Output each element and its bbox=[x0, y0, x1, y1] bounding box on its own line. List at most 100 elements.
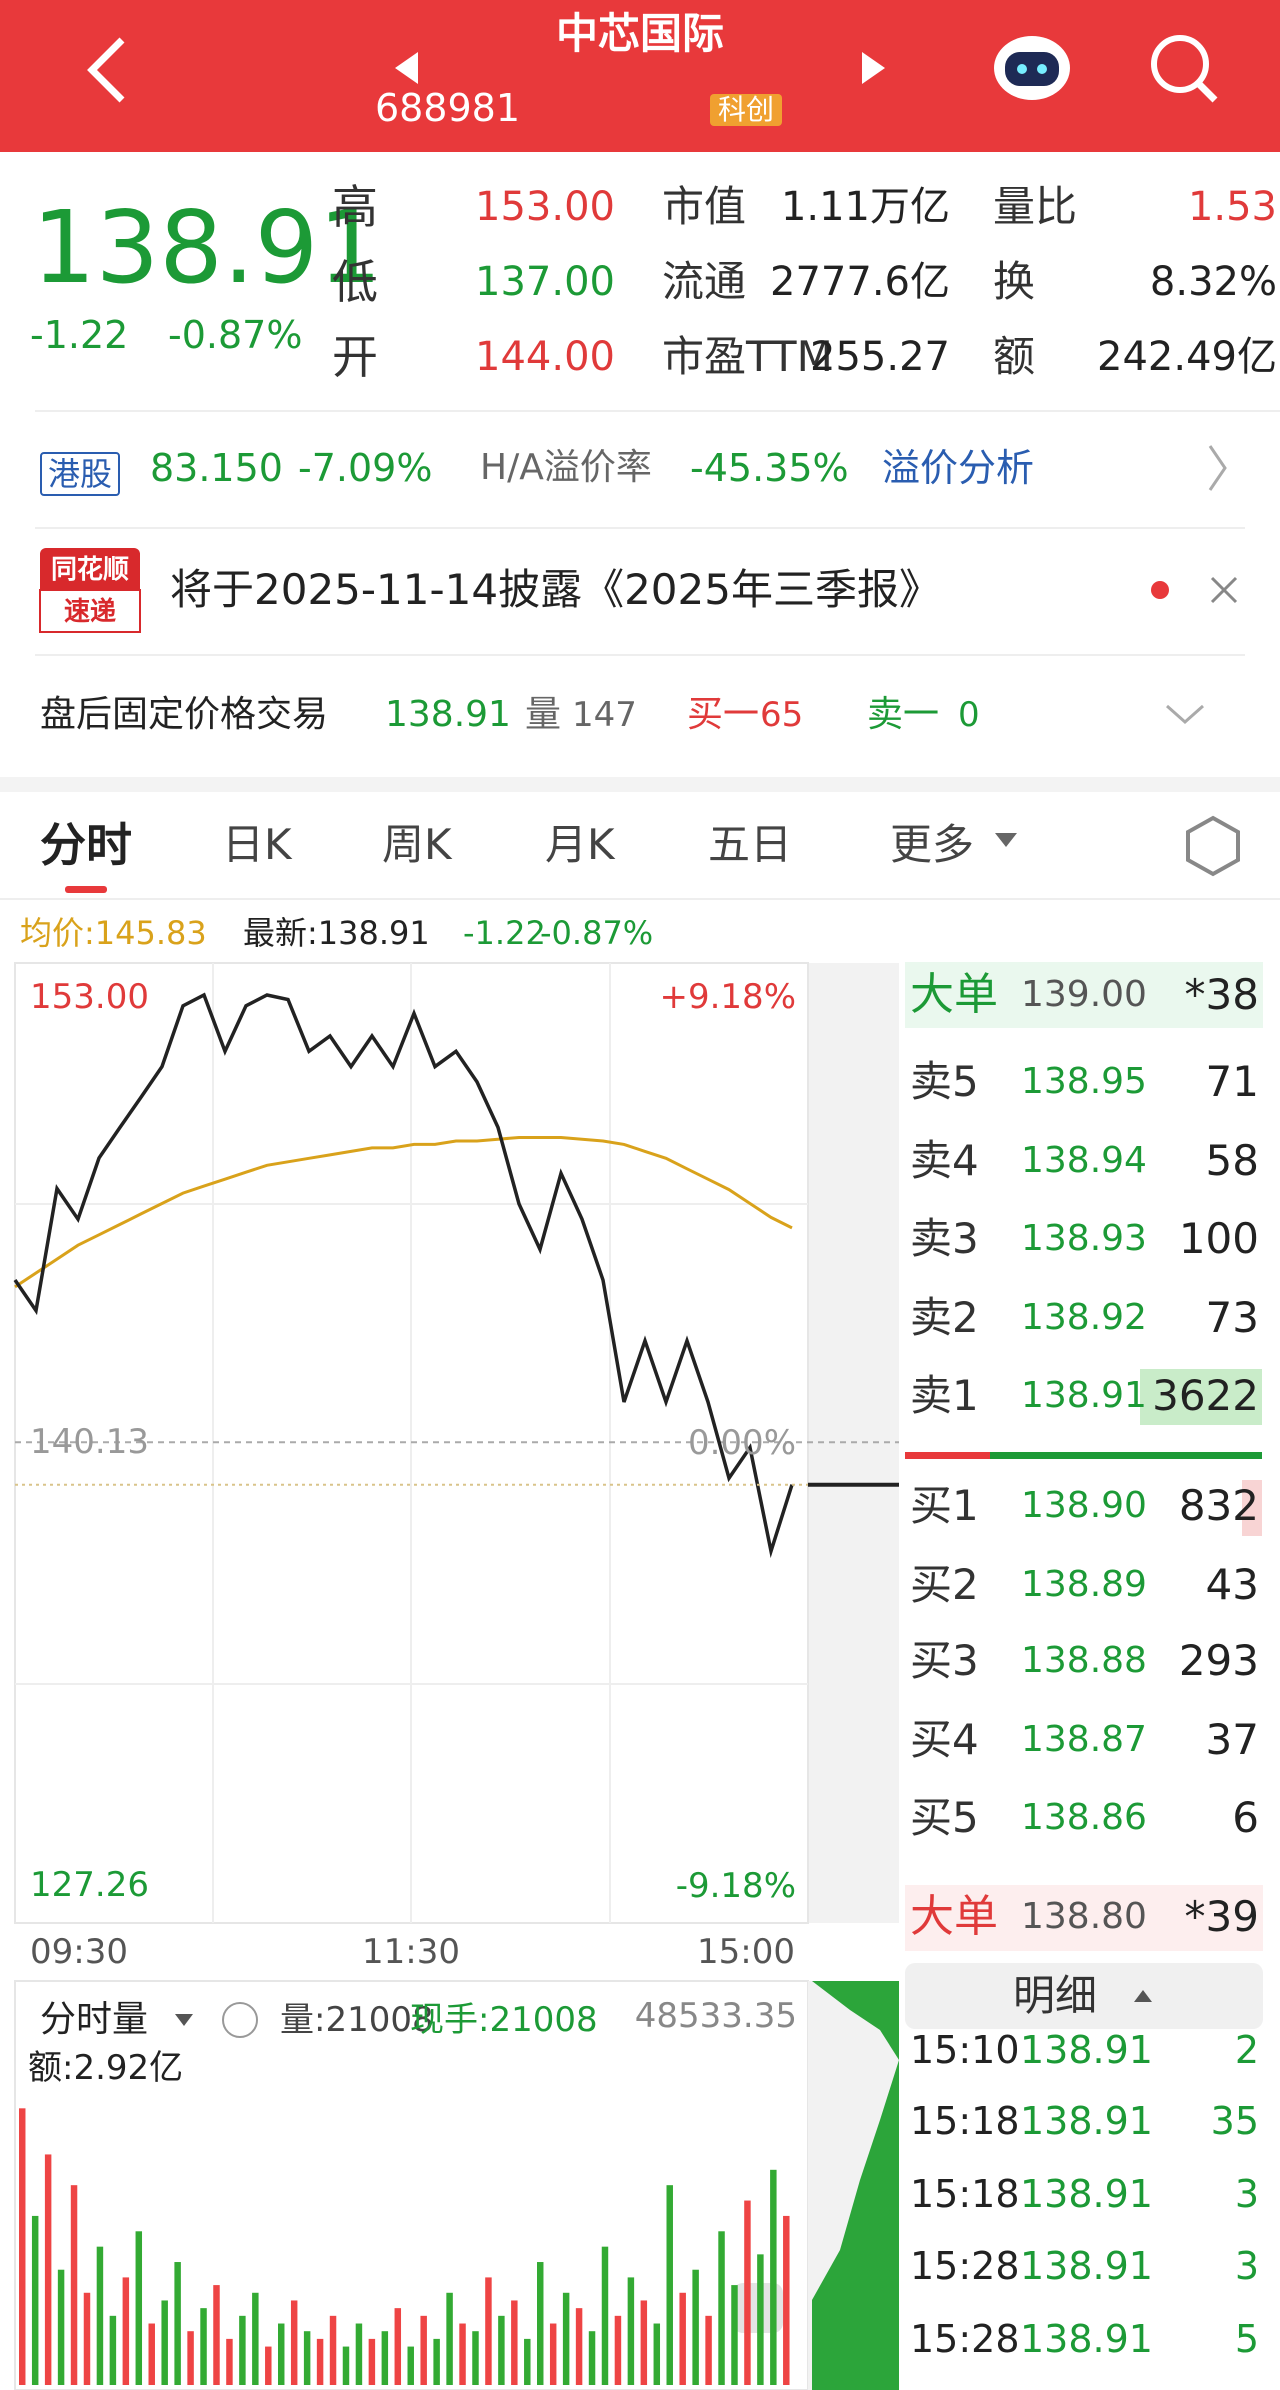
volume-bar bbox=[783, 2215, 790, 2385]
volume-bar bbox=[459, 2323, 466, 2385]
volume-bar bbox=[420, 2315, 427, 2385]
large-buy-bg bbox=[905, 1885, 1263, 1951]
volume-bar bbox=[381, 2331, 389, 2385]
field-label: 开 bbox=[332, 330, 378, 384]
prev-stock[interactable] bbox=[395, 52, 418, 84]
y-tick-label: 153.00 bbox=[30, 976, 149, 1017]
volume-bar bbox=[731, 2285, 738, 2385]
tab[interactable]: 周K bbox=[382, 820, 452, 869]
expand[interactable] bbox=[1166, 704, 1204, 725]
book-label: 买1 bbox=[910, 1481, 979, 1530]
book-label: 卖4 bbox=[910, 1136, 979, 1185]
book-qty: 832 bbox=[1178, 1481, 1259, 1530]
chevron[interactable] bbox=[1208, 445, 1227, 491]
tab[interactable]: 月K bbox=[545, 820, 615, 869]
trade-qty: 5 bbox=[1234, 2317, 1259, 2361]
tab[interactable]: 更多 bbox=[890, 820, 975, 869]
volume-amount: 额:2.92亿 bbox=[28, 2048, 184, 2088]
book-qty: 293 bbox=[1178, 1636, 1259, 1685]
close-notice[interactable] bbox=[1210, 576, 1238, 604]
badge-top: 同花顺 bbox=[50, 555, 130, 585]
volume-title[interactable]: 分时量 bbox=[40, 1999, 149, 2040]
volume-bar bbox=[601, 2246, 609, 2385]
board-tag: 科创 bbox=[710, 94, 783, 126]
field-value: 2777.6亿 bbox=[770, 259, 950, 305]
book-qty: 71 bbox=[1205, 1057, 1259, 1106]
ask: 0 bbox=[958, 695, 980, 735]
book-price: 138.86 bbox=[1021, 1797, 1147, 1838]
y-tick-label: 127.26 bbox=[30, 1864, 149, 1905]
volume-bar bbox=[31, 2215, 39, 2385]
volume-bar bbox=[537, 2262, 544, 2385]
field-value: 255.27 bbox=[810, 334, 950, 380]
volume-bar bbox=[705, 2315, 712, 2385]
volume-bar bbox=[174, 2262, 181, 2385]
volume-bar bbox=[614, 2315, 622, 2385]
trade-price: 138.91 bbox=[1020, 2172, 1153, 2216]
more-arrow[interactable] bbox=[995, 833, 1017, 847]
volume-bar bbox=[96, 2246, 104, 2385]
book-price: 138.93 bbox=[1021, 1218, 1147, 1259]
trade-time: 15:18 bbox=[910, 2099, 1020, 2143]
volume-bar bbox=[640, 2300, 648, 2385]
last-price: 138.91 bbox=[32, 189, 382, 306]
y2-tick-label: +9.18% bbox=[659, 976, 797, 1017]
tab[interactable]: 五日 bbox=[708, 820, 793, 869]
trade-qty: 2 bbox=[1234, 2028, 1259, 2072]
book-qty: 100 bbox=[1178, 1214, 1259, 1263]
tab[interactable]: 日K bbox=[222, 820, 292, 869]
detail-arrow[interactable] bbox=[1134, 1990, 1152, 2002]
trade-price: 138.91 bbox=[1020, 2317, 1153, 2361]
volume-bar bbox=[200, 2308, 207, 2385]
volume-bar bbox=[653, 2323, 661, 2385]
robot-icon[interactable] bbox=[994, 36, 1070, 100]
book-qty: 37 bbox=[1205, 1715, 1259, 1764]
trade-price: 138.91 bbox=[1020, 2028, 1153, 2072]
volume-bar bbox=[278, 2323, 285, 2385]
detail-tab-bg[interactable] bbox=[905, 1963, 1263, 2029]
book-price: 138.90 bbox=[1021, 1485, 1147, 1526]
change: -1.22 bbox=[30, 313, 129, 357]
book-label: 买5 bbox=[910, 1793, 979, 1842]
premium-link[interactable]: 溢价分析 bbox=[882, 446, 1035, 490]
trade-time: 15:28 bbox=[910, 2244, 1020, 2288]
detail-tab[interactable]: 明细 bbox=[1012, 1971, 1098, 2020]
help-icon[interactable] bbox=[222, 2002, 258, 2038]
book-label: 买4 bbox=[910, 1715, 979, 1764]
large-sell-bg bbox=[905, 962, 1263, 1028]
volume-bar bbox=[718, 2231, 725, 2385]
next-stock[interactable] bbox=[862, 52, 885, 84]
field-label: 市盈TTM bbox=[662, 332, 833, 381]
volume-bar bbox=[213, 2285, 220, 2385]
volume-bar bbox=[83, 2292, 91, 2385]
search-icon[interactable] bbox=[1151, 35, 1218, 103]
volume-bar bbox=[394, 2308, 402, 2385]
bid: 65 bbox=[760, 695, 804, 735]
hk-tag: 港股 bbox=[40, 452, 121, 496]
ask1-highlight bbox=[1140, 1369, 1262, 1425]
after-hours-label: 盘后固定价格交易 bbox=[40, 694, 329, 735]
volume-menu-arrow[interactable] bbox=[175, 2014, 193, 2026]
book-label: 买3 bbox=[910, 1636, 979, 1685]
large-order-area bbox=[812, 1981, 899, 2390]
x-tick-label: 15:00 bbox=[697, 1932, 795, 1972]
volume-bar bbox=[226, 2338, 233, 2385]
trade-time: 15:28 bbox=[910, 2317, 1020, 2361]
book-price: 138.87 bbox=[1021, 1719, 1147, 1760]
volume-bar bbox=[744, 2200, 751, 2385]
volume-frame bbox=[14, 1980, 809, 2390]
settings-icon[interactable] bbox=[1186, 815, 1240, 877]
avg-label: 均价:145.83 bbox=[20, 914, 207, 952]
volume-label: 量 bbox=[525, 694, 562, 735]
book-label: 买2 bbox=[910, 1560, 979, 1609]
field-label: 换 bbox=[993, 257, 1036, 306]
tab[interactable]: 分时 bbox=[40, 818, 132, 872]
back-button[interactable] bbox=[87, 37, 125, 103]
volume-bar bbox=[666, 2185, 673, 2385]
book-price: 139.00 bbox=[1021, 974, 1147, 1015]
volume-bar bbox=[679, 2292, 686, 2385]
field-label: 低 bbox=[332, 255, 378, 309]
volume-bar bbox=[407, 2346, 414, 2385]
